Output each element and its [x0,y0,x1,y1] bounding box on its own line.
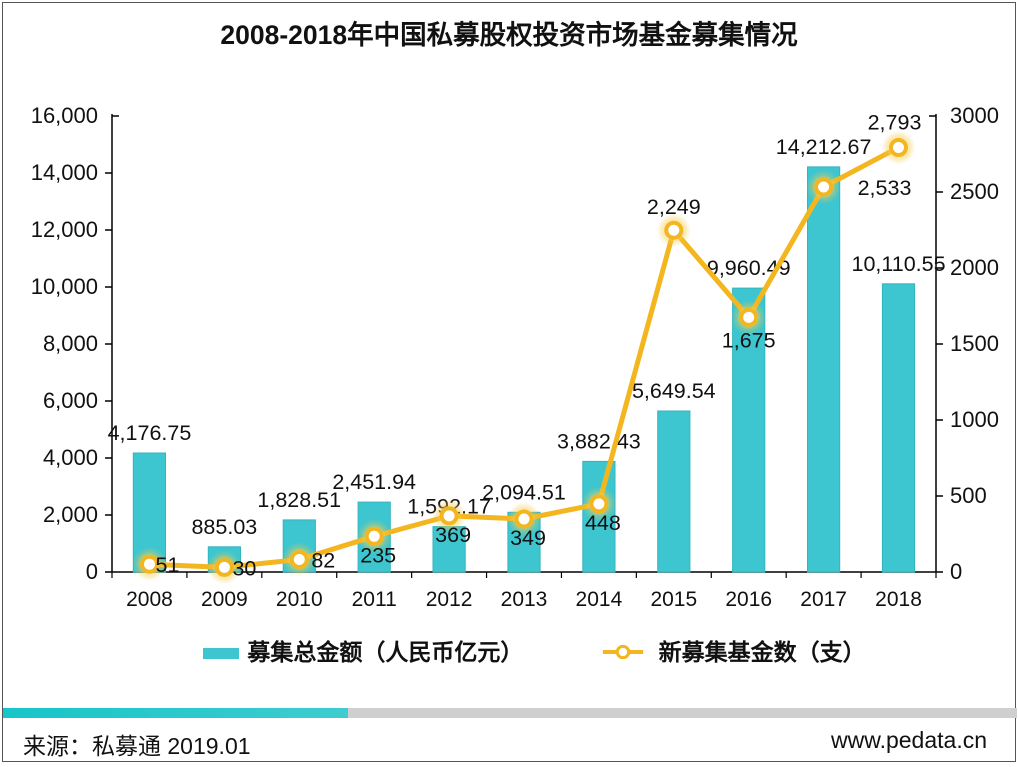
svg-text:10,000: 10,000 [31,274,98,299]
svg-text:3000: 3000 [950,103,999,128]
svg-text:500: 500 [950,483,987,508]
svg-text:16,000: 16,000 [31,103,98,128]
svg-text:2015: 2015 [650,588,697,611]
svg-text:2,793: 2,793 [868,111,922,135]
svg-text:4,000: 4,000 [43,445,98,470]
svg-text:82: 82 [311,549,335,573]
svg-text:448: 448 [585,511,621,535]
svg-text:2008: 2008 [126,588,173,611]
svg-text:2,094.51: 2,094.51 [482,480,566,504]
svg-text:3,882.43: 3,882.43 [557,429,641,453]
svg-text:2017: 2017 [800,588,847,611]
svg-text:12,000: 12,000 [31,217,98,242]
svg-text:2013: 2013 [501,588,548,611]
svg-text:2012: 2012 [426,588,473,611]
svg-text:0: 0 [86,559,98,584]
svg-text:2,249: 2,249 [647,195,701,219]
svg-text:1000: 1000 [950,407,999,432]
svg-text:2,000: 2,000 [43,502,98,527]
svg-text:5,649.54: 5,649.54 [632,379,716,403]
svg-text:4,176.75: 4,176.75 [108,421,192,445]
svg-text:51: 51 [156,553,180,577]
svg-text:14,212.67: 14,212.67 [776,135,872,159]
svg-text:14,000: 14,000 [31,160,98,185]
svg-text:0: 0 [950,559,962,584]
svg-text:349: 349 [510,526,546,550]
svg-text:2011: 2011 [352,588,397,611]
svg-text:885.03: 885.03 [191,515,257,539]
svg-text:8,000: 8,000 [43,331,98,356]
svg-text:369: 369 [435,523,471,547]
svg-text:2018: 2018 [875,588,922,611]
svg-text:2,533: 2,533 [858,176,912,200]
svg-text:1,828.51: 1,828.51 [257,488,341,512]
svg-text:2010: 2010 [276,588,323,611]
svg-text:2009: 2009 [201,588,248,611]
svg-text:1500: 1500 [950,331,999,356]
svg-text:30: 30 [232,556,256,580]
svg-text:2500: 2500 [950,179,999,204]
svg-text:6,000: 6,000 [43,388,98,413]
svg-text:2014: 2014 [576,588,623,611]
svg-text:2016: 2016 [725,588,772,611]
svg-text:1,675: 1,675 [722,328,776,352]
svg-text:2,451.94: 2,451.94 [332,470,416,494]
svg-text:235: 235 [360,543,396,567]
svg-text:10,110.55: 10,110.55 [852,252,946,276]
svg-text:2000: 2000 [950,255,999,280]
